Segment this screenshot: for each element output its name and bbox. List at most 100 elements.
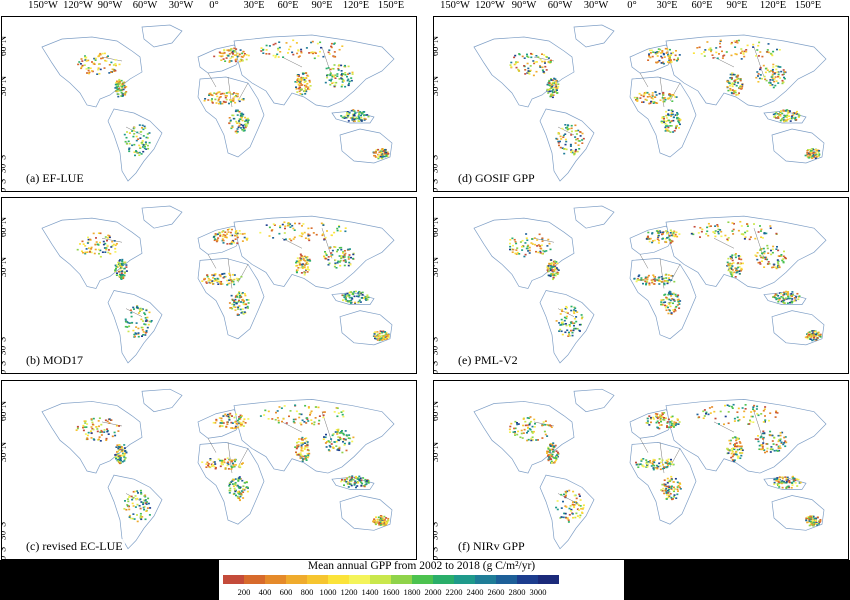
gpp-pixel [809, 517, 812, 520]
gpp-pixel [328, 49, 331, 51]
gpp-pixel [659, 414, 662, 416]
gpp-pixel [227, 54, 230, 57]
gpp-pixel [381, 520, 384, 523]
gpp-pixel [300, 442, 303, 444]
gpp-pixel [736, 271, 739, 273]
gpp-pixel [335, 407, 338, 409]
gpp-pixel [325, 67, 328, 70]
gpp-pixel [347, 486, 350, 488]
gpp-pixel [782, 443, 785, 446]
gpp-pixel [386, 151, 389, 154]
gpp-pixel [664, 489, 667, 492]
gpp-pixel [141, 326, 144, 329]
gpp-pixel [570, 309, 573, 312]
gpp-pixel [635, 280, 638, 283]
gpp-pixel [289, 410, 292, 412]
landmass-outline [141, 388, 183, 413]
gpp-pixel [333, 64, 336, 66]
gpp-pixel [777, 113, 780, 115]
gpp-pixel [309, 260, 312, 262]
gpp-pixel [99, 53, 102, 56]
gpp-pixel [138, 124, 141, 126]
gpp-pixel [664, 417, 667, 420]
gpp-pixel [344, 227, 347, 229]
gpp-pixel [676, 488, 679, 491]
gpp-pixel [327, 256, 330, 258]
gpp-pixel [323, 238, 326, 240]
gpp-pixel [765, 443, 768, 445]
gpp-pixel [84, 59, 87, 61]
gpp-pixel [295, 451, 297, 454]
gpp-pixel [79, 63, 82, 65]
landmass-outline [539, 290, 595, 364]
gpp-pixel [809, 338, 812, 341]
gpp-pixel [771, 68, 774, 71]
gpp-pixel [791, 301, 794, 303]
gpp-pixel [276, 417, 279, 419]
gpp-pixel [240, 296, 243, 298]
gpp-pixel [545, 69, 548, 71]
gpp-pixel [736, 42, 739, 44]
gpp-pixel [782, 69, 785, 71]
gpp-pixel [297, 441, 300, 443]
gpp-pixel [662, 490, 665, 492]
gpp-pixel [537, 251, 540, 254]
gpp-pixel [230, 465, 233, 468]
gpp-pixel [303, 258, 306, 261]
gpp-pixel [355, 116, 358, 119]
gpp-pixel [213, 465, 216, 468]
gpp-pixel [656, 467, 659, 470]
gpp-pixel [207, 463, 210, 465]
gpp-pixel [573, 322, 576, 325]
gpp-pixel [762, 438, 765, 440]
gpp-pixel [87, 236, 89, 239]
gpp-pixel [116, 266, 119, 268]
gpp-pixel [659, 417, 662, 420]
gpp-pixel [378, 332, 381, 335]
gpp-pixel [769, 434, 772, 437]
gpp-pixel [242, 301, 245, 304]
gpp-pixel [552, 264, 555, 266]
gpp-pixel [236, 234, 239, 237]
gpp-pixel [552, 88, 555, 91]
gpp-pixel [767, 252, 770, 255]
gpp-pixel [769, 227, 772, 229]
gpp-pixel [660, 62, 663, 64]
gpp-pixel [354, 112, 357, 114]
gpp-pixel [673, 300, 676, 302]
gpp-pixel [124, 452, 127, 455]
gpp-pixel [245, 299, 248, 301]
gpp-pixel [234, 230, 237, 233]
gpp-pixel [344, 74, 347, 76]
gpp-pixel [227, 461, 230, 464]
longitude-label: 120°W [63, 0, 93, 11]
gpp-pixel [353, 113, 356, 116]
gpp-pixel [666, 425, 668, 427]
gpp-pixel [732, 228, 735, 231]
gpp-pixel [348, 72, 351, 75]
gpp-pixel [780, 441, 783, 444]
gpp-pixel [730, 43, 733, 45]
gpp-pixel [675, 231, 678, 234]
gpp-pixel [668, 61, 670, 64]
gpp-pixel [674, 308, 676, 311]
gpp-pixel [790, 115, 793, 118]
gpp-pixel [228, 61, 231, 63]
gpp-pixel [304, 260, 307, 262]
gpp-pixel [733, 83, 736, 86]
gpp-pixel [315, 233, 318, 236]
gpp-pixel [756, 71, 759, 73]
gpp-pixel [656, 417, 659, 420]
gpp-pixel [304, 457, 307, 460]
gpp-pixel [707, 234, 710, 237]
gpp-pixel [146, 501, 148, 503]
gpp-pixel [343, 444, 346, 446]
landmass-outline [665, 215, 827, 289]
gpp-pixel [654, 51, 657, 54]
gpp-pixel [811, 519, 814, 522]
gpp-pixel [338, 439, 340, 442]
gpp-pixel [794, 482, 797, 484]
gpp-pixel [664, 130, 667, 132]
gpp-pixel [277, 421, 280, 424]
longitude-label: 30°E [656, 0, 678, 11]
